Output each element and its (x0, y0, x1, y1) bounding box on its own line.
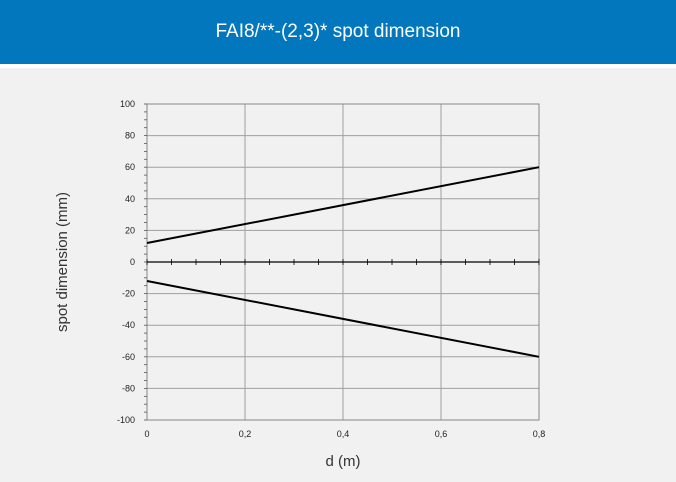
x-tick-label: 0,4 (337, 429, 350, 439)
x-tick-label: 0,8 (533, 429, 546, 439)
y-tick-label: -100 (117, 415, 135, 425)
y-tick-label: -80 (122, 383, 135, 393)
y-tick-label: 100 (120, 99, 135, 109)
y-tick-label: 20 (125, 225, 135, 235)
y-tick-label: 80 (125, 131, 135, 141)
x-axis-title: d (m) (326, 453, 361, 470)
chart-title: FAI8/**-(2,3)* spot dimension (215, 21, 461, 42)
chart-header: FAI8/**-(2,3)* spot dimension (0, 0, 676, 64)
line-chart: 0 0,2 0,4 0,6 0,8 100 80 60 40 20 0 -20 -40 -60 -80 -1… (54, 99, 545, 470)
y-tick-label: -60 (122, 352, 135, 362)
y-tick-label: -40 (122, 320, 135, 330)
chart-panel: 0 0,2 0,4 0,6 0,8 100 80 60 40 20 0 -20 -40 -60 -80 -1… (0, 68, 676, 482)
y-tick-label: 40 (125, 194, 135, 204)
x-tick-label: 0 (144, 429, 149, 439)
x-tick-label: 0,6 (435, 429, 448, 439)
y-tick-label: -20 (122, 289, 135, 299)
minor-ticks (144, 103, 540, 421)
y-axis-title: spot dimension (mm) (54, 192, 71, 332)
series-line-2 (146, 279, 540, 358)
x-tick-label: 0,2 (239, 429, 252, 439)
series-line-1 (146, 166, 540, 245)
y-tick-labels: 100 80 60 40 20 0 -20 -40 -60 -80 -100 (117, 99, 135, 425)
y-tick-label: 60 (125, 162, 135, 172)
series-layer (146, 166, 540, 358)
y-tick-label: 0 (130, 257, 135, 267)
x-tick-labels: 0 0,2 0,4 0,6 0,8 (144, 429, 545, 439)
